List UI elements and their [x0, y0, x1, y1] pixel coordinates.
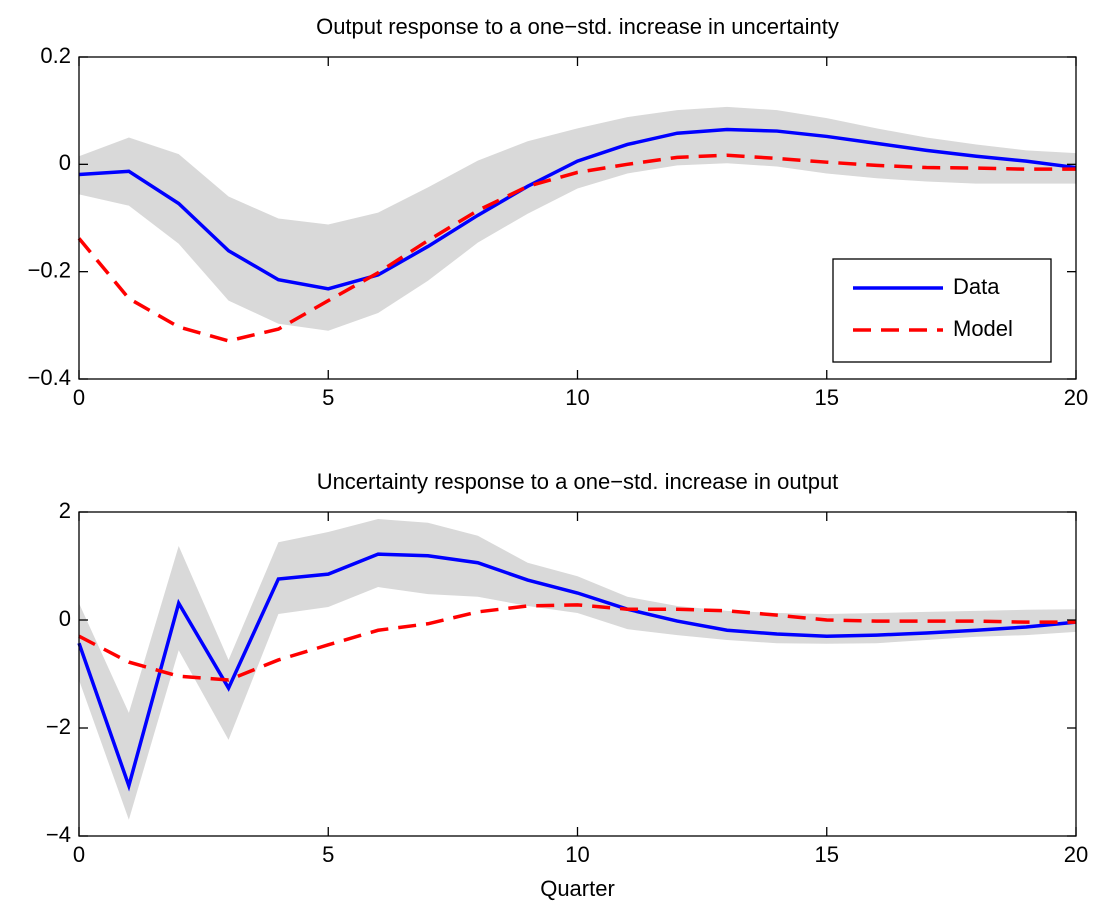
x-tick-label: 5: [322, 385, 334, 410]
series-line: [77, 552, 1077, 792]
x-tick-label: 0: [73, 842, 85, 867]
x-tick-label: 20: [1064, 842, 1088, 867]
x-tick-label: 0: [73, 385, 85, 410]
y-tick-label: 0: [59, 606, 71, 631]
y-tick-label: 0.2: [40, 43, 71, 68]
x-tick-label: 15: [815, 385, 839, 410]
x-tick-label: 15: [815, 842, 839, 867]
legend-box: [832, 258, 1052, 363]
legend-label: Model: [953, 316, 1013, 341]
series-line: [78, 603, 1076, 682]
x-tick-label: 20: [1064, 385, 1088, 410]
x-tick-label: 10: [565, 385, 589, 410]
x-tick-label: 5: [322, 842, 334, 867]
y-tick-label: −0.2: [28, 257, 71, 282]
x-tick-label: 10: [565, 842, 589, 867]
legend-label: Data: [953, 274, 1000, 299]
y-tick-label: 0: [59, 150, 71, 175]
y-tick-label: −0.4: [28, 365, 71, 390]
chart-title: Uncertainty response to a one−std. incre…: [317, 469, 839, 494]
chart-title: Output response to a one−std. increase i…: [316, 14, 839, 39]
confidence-band: [79, 519, 1076, 820]
x-axis-label: Quarter: [540, 876, 615, 901]
series-line: [78, 127, 1077, 291]
y-tick-label: −2: [46, 714, 71, 739]
y-tick-label: 2: [59, 498, 71, 523]
series-line: [77, 153, 1076, 343]
y-tick-label: −4: [46, 822, 71, 847]
